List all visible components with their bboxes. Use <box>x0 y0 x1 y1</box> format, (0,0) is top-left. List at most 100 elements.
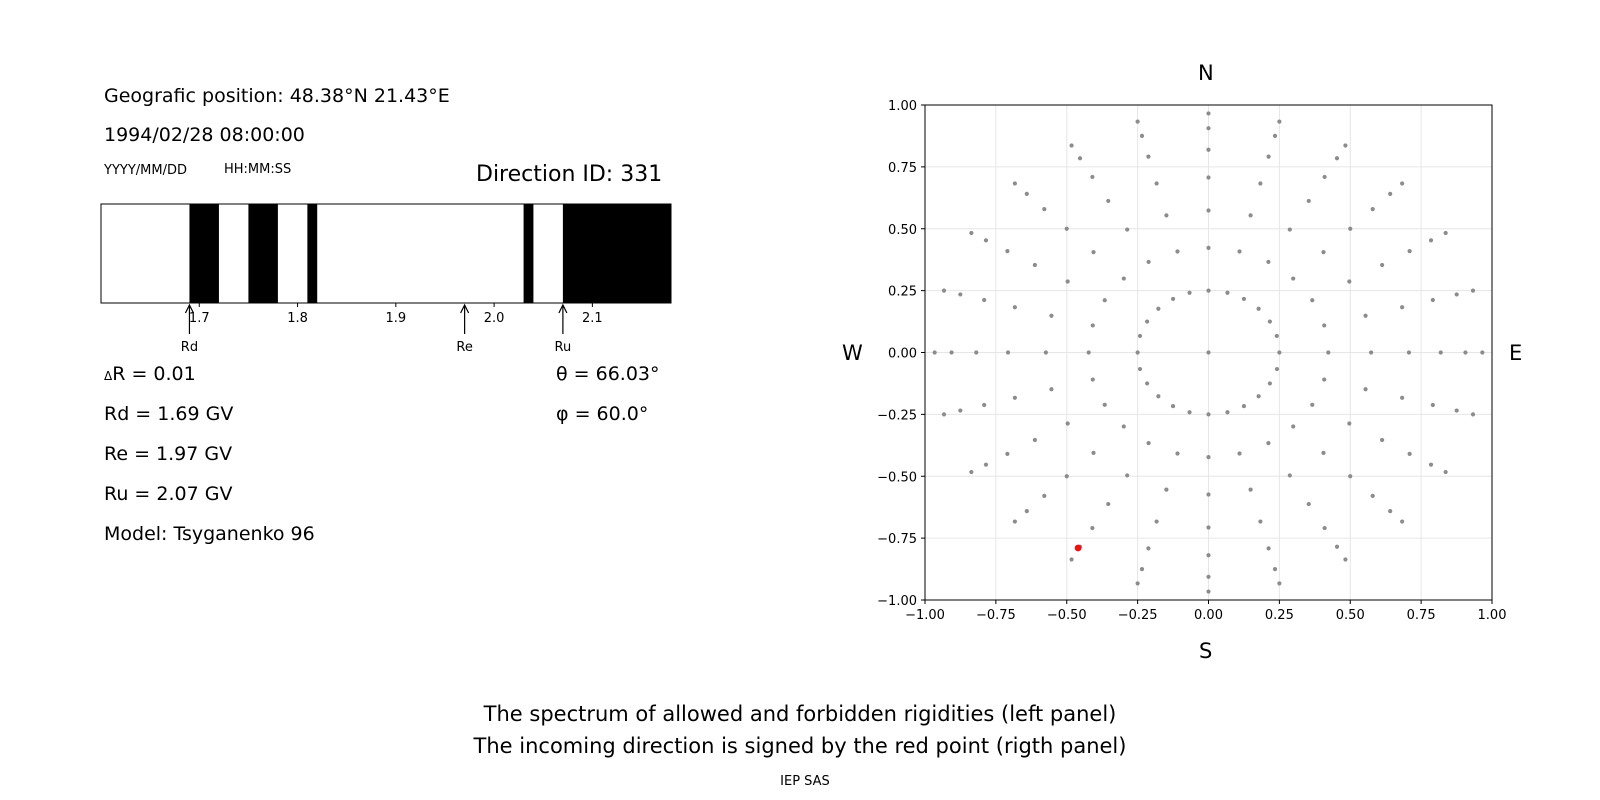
geographic-position: Geografic position: 48.38°N 21.43°E <box>104 85 450 107</box>
direction-point <box>1069 143 1074 148</box>
direction-point <box>1400 519 1405 524</box>
caption-line-2: The incoming direction is signed by the … <box>473 734 1127 758</box>
direction-point <box>1206 525 1211 530</box>
direction-point <box>1343 557 1348 562</box>
spectrum-frame <box>100 203 672 304</box>
direction-point <box>1106 501 1111 507</box>
direction-point <box>1206 147 1211 152</box>
direction-point <box>1428 238 1434 243</box>
direction-point <box>1248 487 1253 492</box>
delta-r-text: R = 0.01 <box>112 363 196 385</box>
y-tick-label: 0.25 <box>888 285 917 300</box>
direction-point <box>1454 408 1459 413</box>
direction-point <box>1032 262 1037 268</box>
direction-point <box>1170 403 1176 409</box>
direction-point <box>1388 191 1393 196</box>
direction-point <box>1175 249 1180 254</box>
marker-arrowhead <box>460 303 470 314</box>
model-name: Model: Tsyganenko 96 <box>104 523 315 545</box>
direction-point <box>1139 567 1145 572</box>
direction-point <box>1106 198 1111 204</box>
y-tick-label: 0.75 <box>888 161 917 176</box>
direction-point <box>1256 394 1261 399</box>
direction-point <box>1310 298 1315 303</box>
direction-point <box>1049 313 1054 318</box>
compass-east: E <box>1509 341 1523 365</box>
direction-point <box>1256 306 1261 311</box>
direction-point <box>1125 227 1130 232</box>
direction-point <box>1139 133 1145 138</box>
direction-point <box>1049 387 1054 392</box>
marker-arrowhead <box>184 303 194 314</box>
direction-point <box>1175 451 1180 456</box>
spectrum-tick-label: 2.0 <box>484 311 505 326</box>
direction-point <box>1012 519 1017 524</box>
direction-point <box>1237 249 1242 254</box>
direction-point <box>1266 440 1271 446</box>
direction-point <box>1225 410 1230 415</box>
direction-point <box>1277 350 1282 355</box>
direction-point <box>1154 519 1159 524</box>
phi-value: φ = 60.0° <box>556 403 649 425</box>
direction-point <box>1347 421 1352 426</box>
direction-point <box>1277 119 1282 124</box>
direction-point <box>1065 421 1070 426</box>
direction-point <box>1388 509 1393 514</box>
direction-point <box>1156 394 1161 399</box>
direction-id: Direction ID: 331 <box>476 162 663 187</box>
direction-point <box>1064 226 1069 231</box>
ru-value: Ru = 2.07 GV <box>104 483 233 505</box>
direction-point <box>1310 402 1315 407</box>
direction-point <box>1237 451 1242 456</box>
direction-point <box>1102 298 1107 303</box>
direction-point <box>1322 377 1327 382</box>
direction-point <box>941 412 947 417</box>
direction-point <box>1090 377 1095 382</box>
direction-point <box>1206 208 1211 213</box>
direction-point <box>1042 207 1047 212</box>
x-tick-label: −1.00 <box>905 608 945 623</box>
direction-point <box>1343 143 1348 148</box>
direction-point <box>1137 333 1143 339</box>
direction-point <box>1258 519 1263 524</box>
direction-point <box>1430 297 1435 303</box>
direction-point <box>1443 469 1448 475</box>
direction-point <box>1334 156 1340 161</box>
re-value: Re = 1.97 GV <box>104 443 233 465</box>
direction-point <box>1206 111 1211 116</box>
direction-point <box>1065 279 1070 284</box>
direction-point <box>1407 249 1412 254</box>
direction-point <box>1241 296 1247 302</box>
direction-point <box>1090 525 1095 531</box>
direction-point <box>1146 546 1151 551</box>
direction-point <box>1164 487 1169 492</box>
x-tick-label: −0.50 <box>1047 608 1087 623</box>
direction-point <box>983 238 989 243</box>
delta-symbol: Δ <box>104 369 113 383</box>
direction-point <box>1102 402 1107 407</box>
x-tick-label: 1.00 <box>1478 608 1507 623</box>
direction-point <box>1348 226 1353 231</box>
forbidden-band <box>523 204 534 303</box>
direction-point <box>1225 290 1230 295</box>
direction-point <box>1187 410 1192 415</box>
direction-point <box>1090 174 1095 180</box>
direction-point <box>1241 403 1247 409</box>
forbidden-band <box>307 204 318 303</box>
compass-south: S <box>1199 639 1213 663</box>
x-tick-label: 0.00 <box>1194 608 1223 623</box>
direction-point <box>1206 454 1211 460</box>
direction-point <box>1400 305 1405 310</box>
direction-point <box>1267 319 1272 324</box>
marker-label: Ru <box>555 340 572 355</box>
direction-point <box>1077 156 1083 161</box>
y-tick-label: 0.00 <box>888 347 917 362</box>
direction-point <box>1470 288 1476 293</box>
direction-point <box>1274 333 1279 339</box>
direction-point <box>1322 525 1327 531</box>
direction-point <box>1146 259 1151 265</box>
direction-point <box>1032 437 1037 443</box>
direction-point <box>1291 424 1296 429</box>
direction-point <box>1146 154 1151 159</box>
direction-point <box>958 408 963 413</box>
